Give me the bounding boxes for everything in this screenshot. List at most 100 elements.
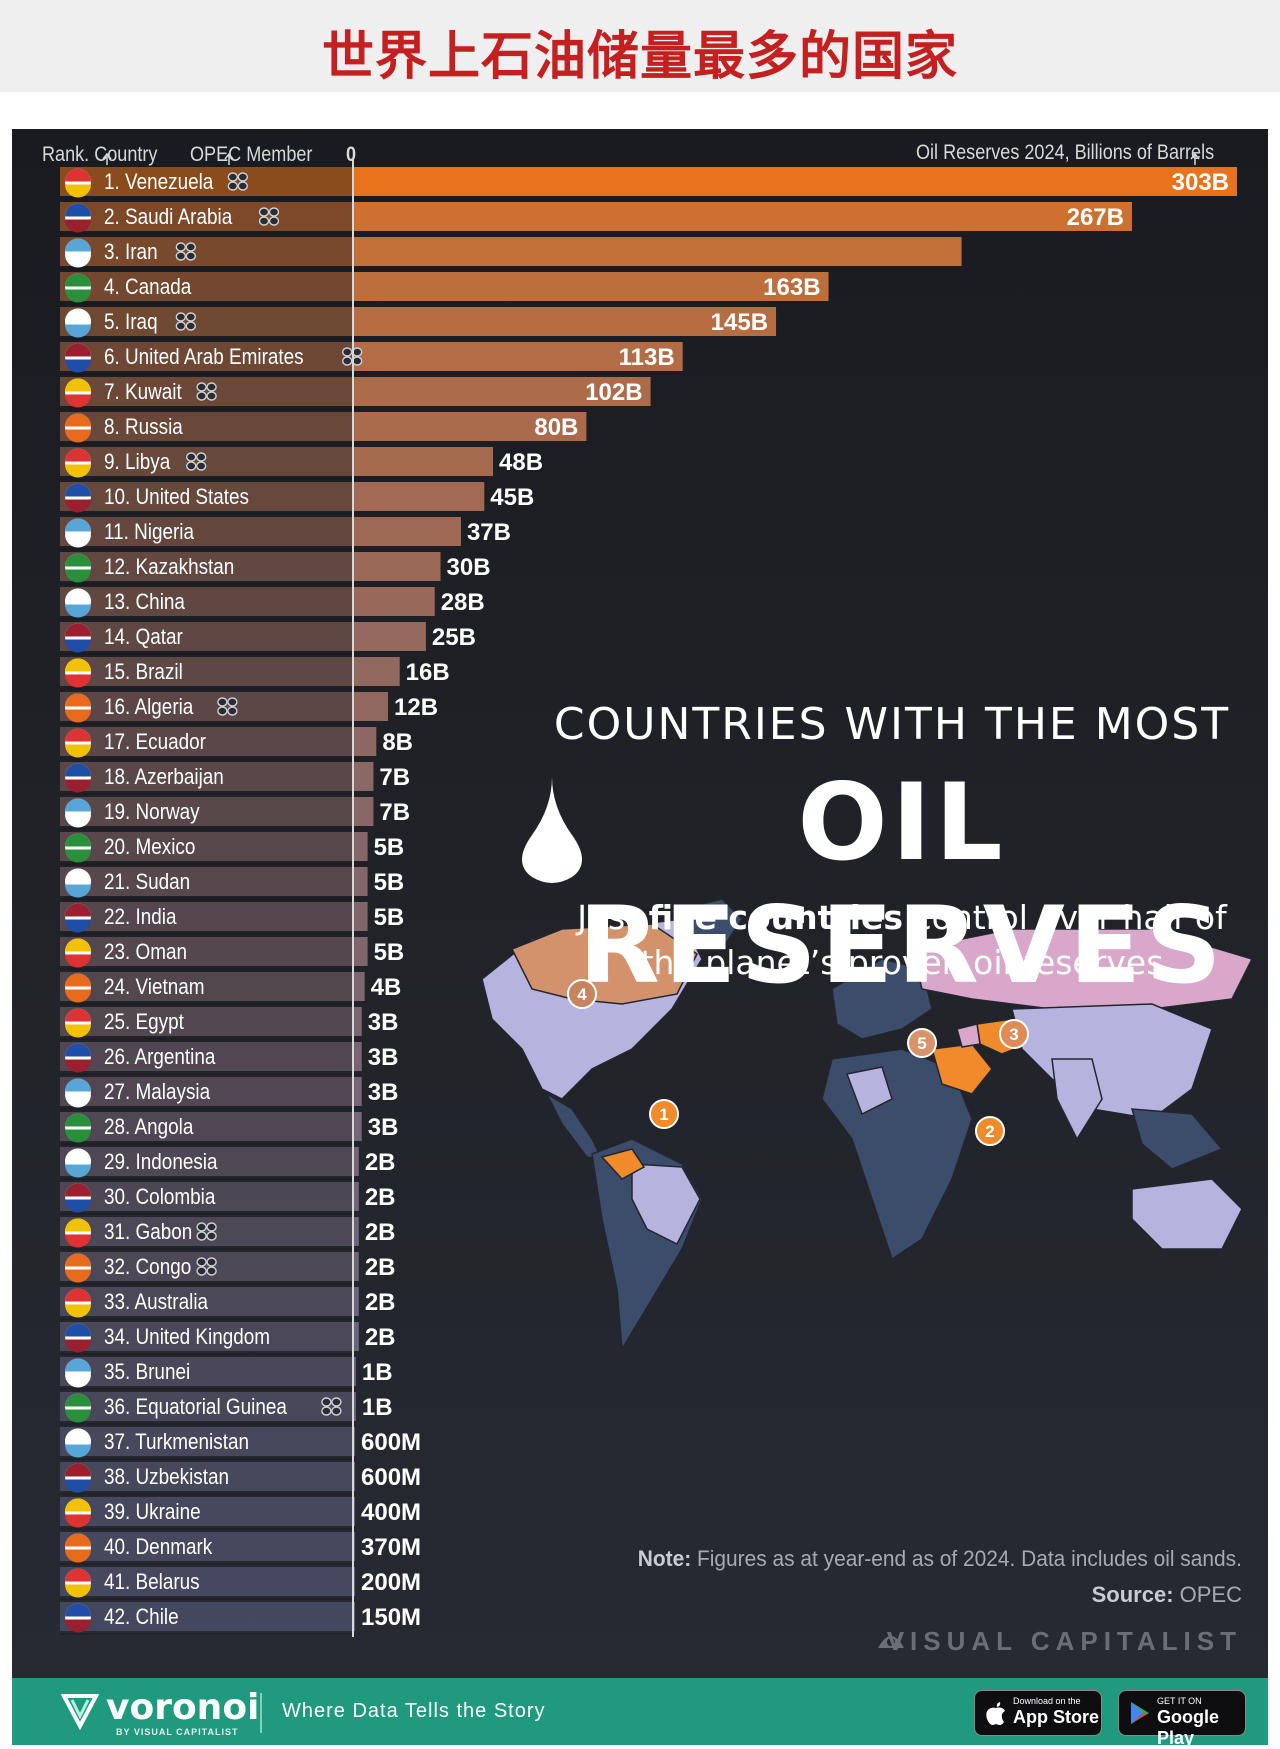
opec-icon-petal: [206, 1222, 217, 1232]
value-label: 7B: [379, 764, 410, 791]
flag-icon-bottom: [65, 1199, 91, 1213]
value-label: 5B: [374, 904, 405, 931]
value-label: 25B: [432, 624, 476, 651]
flag-icon-bottom: [65, 289, 91, 303]
opec-icon-petal: [175, 251, 187, 261]
label-bar-bg: [60, 937, 353, 966]
reserves-arrow: [1190, 152, 1200, 165]
map-asia: [1011, 1003, 1213, 1120]
label-bar-bg: [60, 832, 353, 861]
visual-capitalist-icon: [878, 1636, 904, 1648]
world-map: 1 2 3 4 5: [481, 898, 1254, 1352]
map-brazil: [631, 1163, 701, 1246]
country-label: 8. Russia: [104, 415, 183, 440]
flag-icon-bottom: [65, 534, 91, 548]
country-label: 19. Norway: [104, 800, 200, 825]
value-label: 1B: [362, 1359, 393, 1386]
flag-icon-bottom: [65, 569, 91, 583]
value-label: 12B: [394, 694, 438, 721]
value-label: 5B: [374, 939, 405, 966]
flag-icon-bottom: [65, 1059, 91, 1073]
google-play-big: Google Play: [1157, 1707, 1219, 1748]
value-label: 5B: [374, 834, 405, 861]
flag-icon-bottom: [65, 639, 91, 653]
country-label: 33. Australia: [104, 1290, 209, 1315]
flag-icon-bottom: [65, 1024, 91, 1038]
flag-icon-bottom: [65, 1164, 91, 1178]
opec-icon-petal: [185, 251, 197, 261]
map-subtitle: Just five countries control over half of…: [552, 895, 1252, 985]
flag-icon-top: [65, 1288, 91, 1302]
opec-icon-petal: [196, 1231, 207, 1241]
value-label: 3B: [368, 1009, 399, 1036]
country-label: 12. Kazakhstan: [104, 555, 234, 580]
country-label: 5. Iraq: [104, 310, 158, 335]
opec-icon-petal: [331, 1406, 342, 1416]
data-bar: [353, 342, 683, 371]
flag-icon-top: [65, 448, 91, 462]
map-marker-circle: [649, 1099, 679, 1129]
map-marker-label: 5: [917, 1034, 926, 1053]
infographic-panel: Rank. Country OPEC Member 0 Oil Reserves…: [12, 129, 1268, 1678]
flag-icon-top: [65, 1533, 91, 1547]
country-label: 14. Qatar: [104, 625, 183, 650]
country-label: 30. Colombia: [104, 1185, 216, 1210]
data-bar: [353, 272, 829, 301]
note-text: Note: Figures as at year-end as of 2024.…: [638, 1546, 1242, 1572]
country-label: 27. Malaysia: [104, 1080, 211, 1105]
value-label: 8B: [382, 729, 413, 756]
opec-icon-petal: [258, 216, 270, 226]
map-marker-circle: [907, 1028, 937, 1058]
opec-icon-petal: [206, 382, 217, 392]
flag-icon-top: [65, 203, 91, 217]
flag-icon-bottom: [65, 1584, 91, 1598]
label-bar-bg: [60, 692, 353, 721]
top-banner: [0, 0, 1280, 92]
label-bar-bg: [60, 342, 353, 371]
label-bar-bg: [60, 1007, 353, 1036]
flag-icon-bottom: [65, 1374, 91, 1388]
value-label: 48B: [499, 449, 543, 476]
label-bar-bg: [60, 587, 353, 616]
opec-icon-petal: [185, 242, 197, 252]
data-bar: [353, 1112, 362, 1141]
label-bar-bg: [60, 167, 353, 196]
opec-icon: [175, 312, 197, 331]
country-label: 20. Mexico: [104, 835, 195, 860]
flag-icon-bottom: [65, 1479, 91, 1493]
flag-icon-bottom: [65, 604, 91, 618]
voronoi-logo[interactable]: voronoi: [106, 1687, 260, 1728]
map-africa-light: [845, 1066, 893, 1116]
app-store-button[interactable]: Download on the App Store: [974, 1690, 1102, 1736]
data-bar: [353, 202, 1132, 231]
value-label: 5B: [374, 869, 405, 896]
flag-icon-bottom: [65, 1409, 91, 1423]
country-label: 10. United States: [104, 485, 249, 510]
data-bar: [353, 867, 368, 896]
opec-icon-petal: [196, 1257, 207, 1267]
flag-icon-top: [65, 1428, 91, 1442]
data-bar: [353, 1077, 362, 1106]
country-label: 31. Gabon: [104, 1220, 192, 1245]
opec-icon-petal: [185, 321, 197, 331]
flag-icon-top: [65, 1008, 91, 1022]
opec-icon-petal: [195, 461, 207, 471]
label-bar-bg: [60, 1392, 353, 1421]
data-bar: [353, 587, 435, 616]
country-label: 26. Argentina: [104, 1045, 216, 1070]
opec-icon-petal: [206, 391, 217, 401]
value-label: 2B: [365, 1289, 396, 1316]
flag-icon-bottom: [65, 744, 91, 758]
opec-icon: [196, 1257, 217, 1276]
google-play-button[interactable]: GET IT ON Google Play: [1118, 1690, 1246, 1748]
data-bar: [353, 1147, 359, 1176]
visual-capitalist-brand: VISUAL CAPITALIST: [886, 1626, 1242, 1656]
value-label: 80B: [534, 414, 578, 441]
value-label: 102B: [585, 379, 642, 406]
opec-icon: [321, 1397, 342, 1416]
flag-icon-top: [65, 728, 91, 742]
country-label: 42. Chile: [104, 1605, 179, 1630]
opec-member-header: OPEC Member: [190, 143, 313, 166]
country-label: 29. Indonesia: [104, 1150, 218, 1175]
opec-icon-petal: [352, 347, 363, 357]
